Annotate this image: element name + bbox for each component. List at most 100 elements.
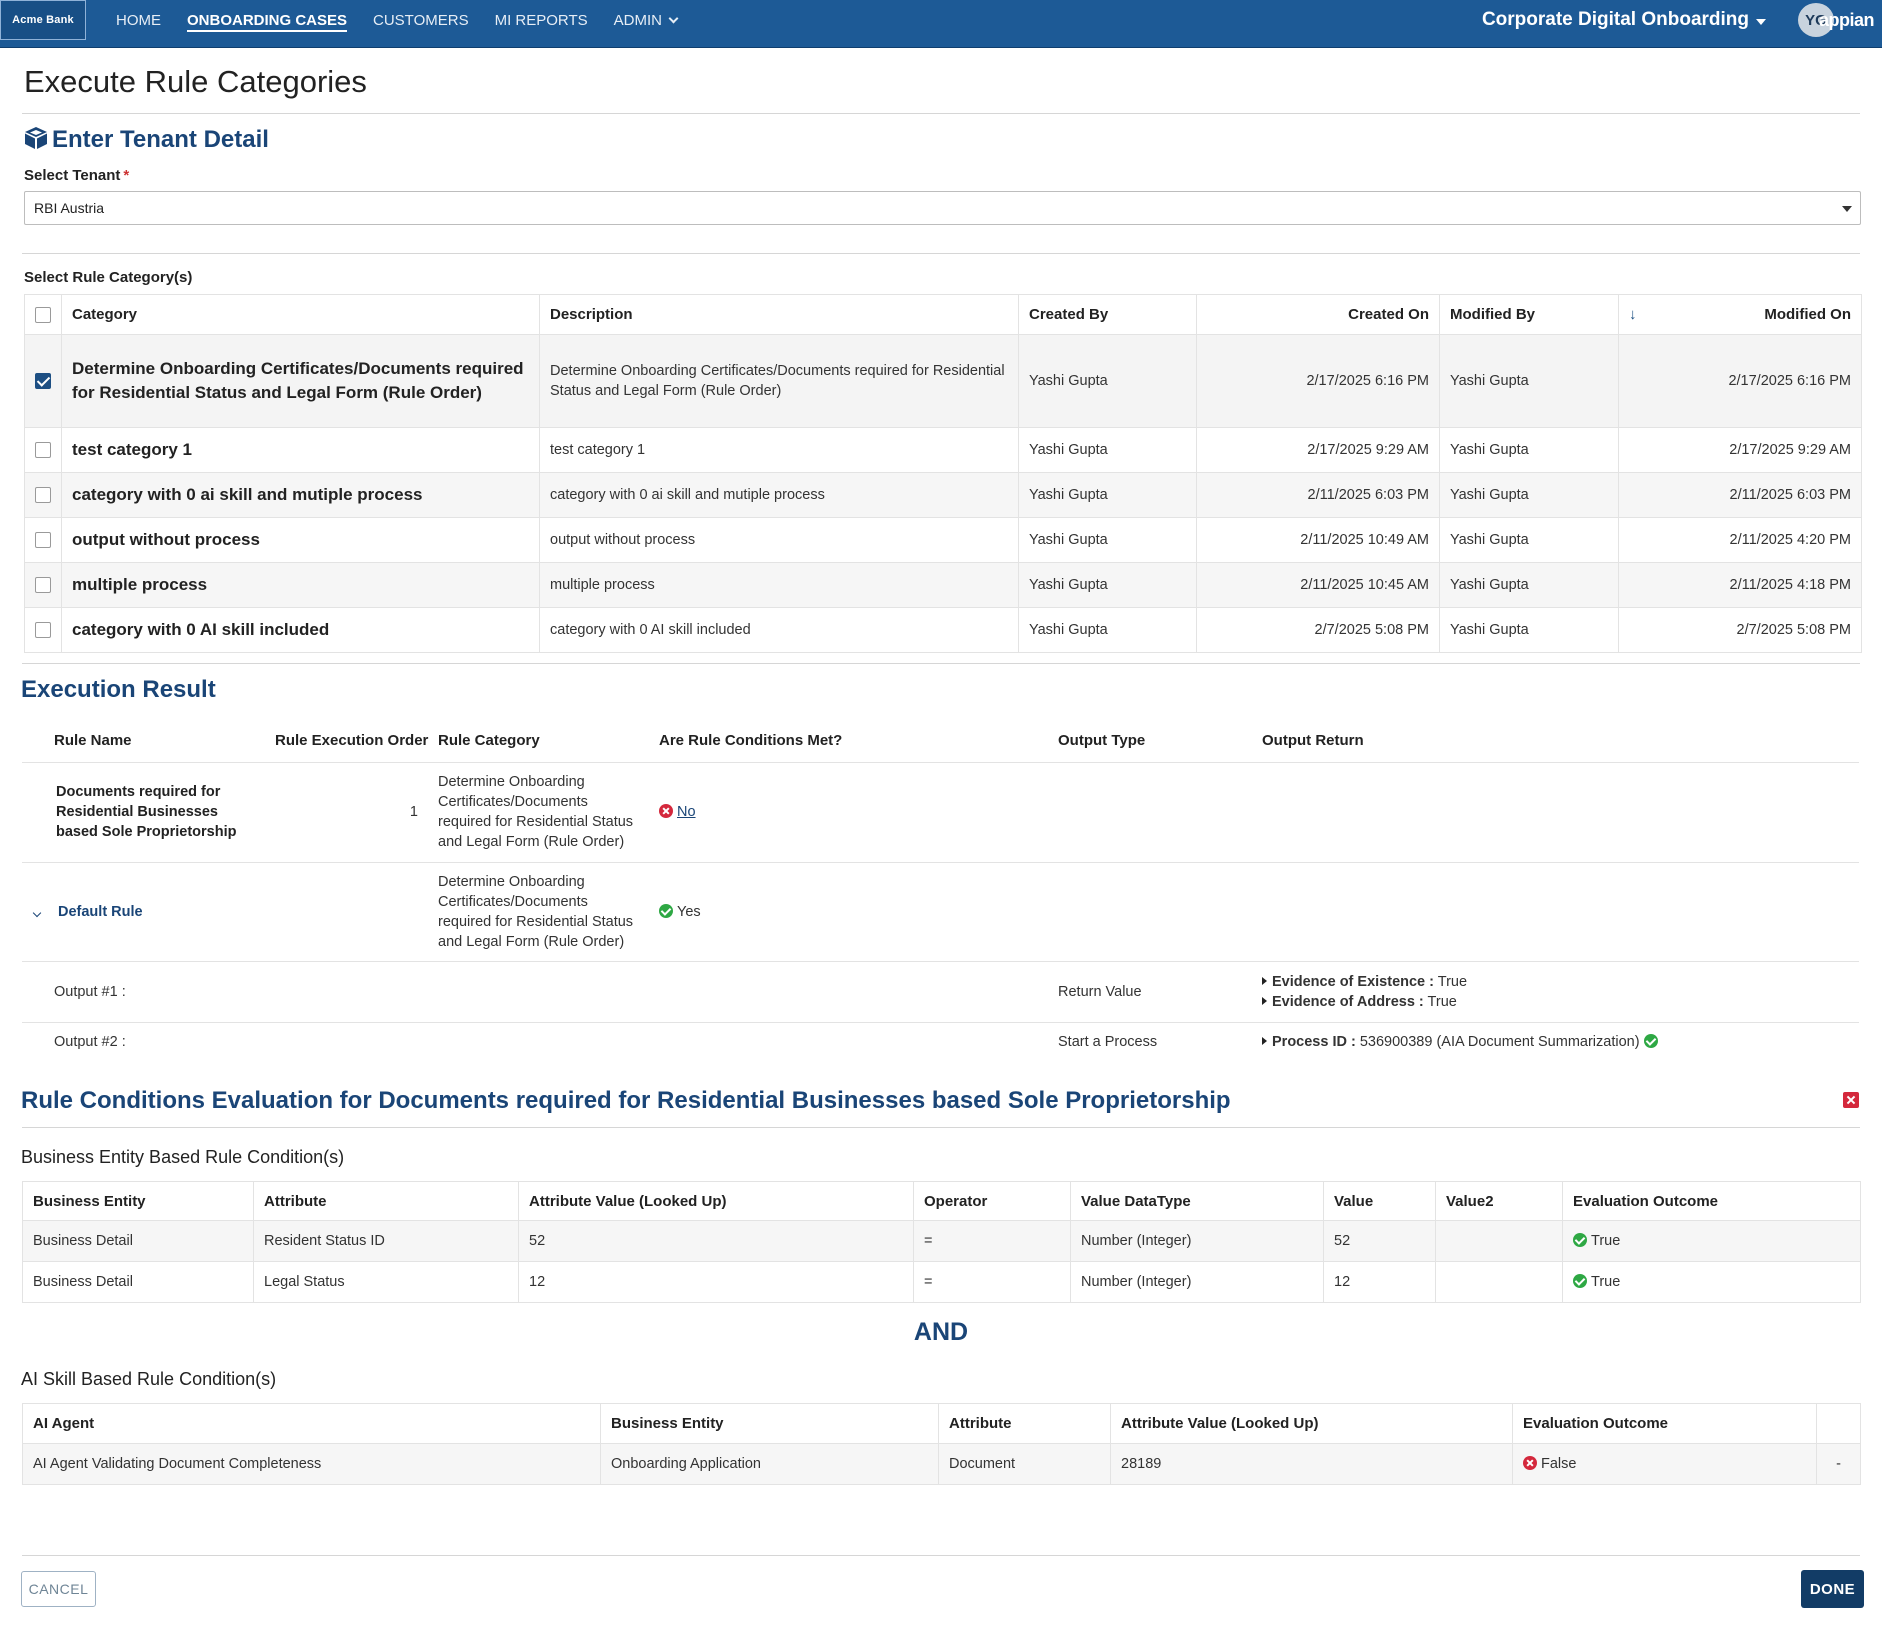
column-header-created-on[interactable]: Created On — [1196, 294, 1440, 335]
table-row[interactable]: multiple process multiple process Yashi … — [24, 562, 1862, 608]
column-header-modified-on[interactable]: ↓ Modified On — [1618, 294, 1862, 335]
row-checkbox[interactable] — [35, 373, 51, 390]
output-return: Process ID : 536900389 (AIA Document Sum… — [1252, 1022, 1859, 1062]
output-return: Evidence of Existence : True Evidence of… — [1252, 961, 1859, 1023]
column-header-category[interactable]: Category — [61, 294, 540, 335]
row-checkbox[interactable] — [35, 442, 51, 459]
modified-on: 2/7/2025 5:08 PM — [1618, 607, 1862, 653]
category-description: Determine Onboarding Certificates/Docume… — [539, 334, 1019, 428]
value: 52 — [1323, 1220, 1436, 1262]
nav-admin[interactable]: ADMIN — [613, 0, 679, 40]
nav-mi-reports[interactable]: MI REPORTS — [494, 11, 588, 29]
rule-category: Determine Onboarding Certificates/Docume… — [428, 862, 649, 962]
modified-on: 2/17/2025 6:16 PM — [1618, 334, 1862, 428]
acme-bank-logo[interactable]: Acme Bank — [0, 0, 86, 40]
column-header-business-entity: Business Entity — [600, 1403, 939, 1444]
created-by: Yashi Gupta — [1018, 607, 1197, 653]
attribute-value: 28189 — [1110, 1443, 1513, 1485]
conditions-met-cell: No — [649, 762, 1048, 863]
table-row: Documents required for Residential Busin… — [22, 762, 1859, 863]
rule-category-grid: Category Description Created By Created … — [24, 294, 1862, 653]
column-header-description[interactable]: Description — [539, 294, 1019, 335]
outcome-value: True — [1591, 1233, 1621, 1249]
chevron-down-icon[interactable] — [32, 908, 42, 917]
modified-by: Yashi Gupta — [1439, 607, 1619, 653]
conditions-met-cell: Yes — [649, 862, 1048, 962]
evaluation-outcome: False — [1512, 1443, 1817, 1485]
column-header-attribute: Attribute — [253, 1181, 519, 1221]
attribute: Document — [938, 1443, 1111, 1485]
output-label: Output #2 : — [54, 1034, 126, 1051]
cancel-button[interactable]: CANCEL — [21, 1571, 96, 1607]
column-header-evaluation-outcome: Evaluation Outcome — [1562, 1181, 1861, 1221]
table-row[interactable]: Determine Onboarding Certificates/Docume… — [24, 334, 1862, 428]
tenant-selected-value: RBI Austria — [34, 200, 105, 216]
created-on: 2/11/2025 10:45 AM — [1196, 562, 1440, 608]
done-button[interactable]: DONE — [1801, 1570, 1864, 1608]
column-header-created-by[interactable]: Created By — [1018, 294, 1197, 335]
default-rule-name[interactable]: Default Rule — [44, 862, 265, 962]
check-circle-icon — [1643, 1034, 1658, 1049]
app-switcher[interactable]: Corporate Digital Onboarding — [1482, 0, 1766, 40]
category-description: output without process — [539, 517, 1019, 563]
nav-admin-label: ADMIN — [613, 11, 663, 29]
row-checkbox[interactable] — [35, 622, 51, 639]
empty-cell — [428, 961, 649, 1023]
modified-by: Yashi Gupta — [1439, 517, 1619, 563]
outcome-value: True — [1591, 1274, 1621, 1290]
nav-onboarding-cases[interactable]: ONBOARDING CASES — [187, 0, 348, 40]
column-header-extra — [1816, 1403, 1861, 1444]
category-name: category with 0 ai skill and mutiple pro… — [61, 472, 540, 518]
modified-by: Yashi Gupta — [1439, 472, 1619, 518]
row-checkbox[interactable] — [35, 487, 51, 504]
table-row[interactable]: test category 1 test category 1 Yashi Gu… — [24, 427, 1862, 473]
process-id-value: 536900389 (AIA Document Summarization) — [1359, 1034, 1640, 1051]
column-header-modified-by[interactable]: Modified By — [1439, 294, 1619, 335]
row-checkbox[interactable] — [35, 532, 51, 549]
output-type — [1048, 762, 1252, 863]
table-row[interactable]: category with 0 ai skill and mutiple pro… — [24, 472, 1862, 518]
output-value: True — [1437, 973, 1468, 990]
user-avatar[interactable]: YG — [1798, 3, 1834, 37]
conditions-met-value: Yes — [677, 903, 701, 920]
operator: = — [913, 1261, 1071, 1303]
created-by: Yashi Gupta — [1018, 472, 1197, 518]
expand-column — [22, 720, 44, 763]
bullet-arrow-icon — [1262, 996, 1267, 1005]
output-return-item: Evidence of Existence : True — [1262, 972, 1849, 992]
table-row[interactable]: category with 0 AI skill included catego… — [24, 607, 1862, 653]
select-rule-category-label: Select Rule Category(s) — [24, 269, 193, 286]
created-by: Yashi Gupta — [1018, 427, 1197, 473]
row-checkbox[interactable] — [35, 577, 51, 594]
sort-descending-icon: ↓ — [1629, 306, 1637, 323]
bullet-arrow-icon — [1262, 976, 1267, 985]
modified-on-label: Modified On — [1764, 306, 1851, 323]
nav-home[interactable]: HOME — [116, 11, 161, 29]
select-tenant-label: Select Tenant * — [24, 167, 129, 184]
row-select-cell — [24, 427, 62, 473]
process-id-key: Process ID : — [1272, 1034, 1356, 1051]
column-header-attribute-value: Attribute Value (Looked Up) — [518, 1181, 914, 1221]
column-header-output-type: Output Type — [1048, 720, 1252, 763]
output-return-item: Evidence of Address : True — [1262, 992, 1849, 1012]
select-all-checkbox[interactable] — [35, 307, 51, 324]
tenant-dropdown[interactable]: RBI Austria — [24, 191, 1861, 225]
check-circle-icon — [1573, 1233, 1587, 1247]
column-header-value-datatype: Value DataType — [1070, 1181, 1324, 1221]
expand-cell — [22, 961, 44, 1023]
output-type: Start a Process — [1058, 1034, 1158, 1051]
conditions-not-met-link[interactable]: No — [677, 804, 696, 820]
check-circle-icon — [659, 903, 673, 918]
required-asterisk: * — [123, 167, 130, 184]
nav-customers[interactable]: CUSTOMERS — [373, 11, 469, 29]
table-row[interactable]: output without process output without pr… — [24, 517, 1862, 563]
created-on: 2/7/2025 5:08 PM — [1196, 607, 1440, 653]
close-icon[interactable] — [1843, 1092, 1859, 1108]
value: 12 — [1323, 1261, 1436, 1303]
evaluation-outcome: True — [1562, 1261, 1861, 1303]
rule-conditions-evaluation-title: Rule Conditions Evaluation for Documents… — [21, 1087, 1231, 1114]
column-header-attribute: Attribute — [938, 1403, 1111, 1444]
column-header-rule-name: Rule Name — [44, 720, 265, 763]
divider — [22, 113, 1860, 114]
created-on: 2/17/2025 6:16 PM — [1196, 334, 1440, 428]
